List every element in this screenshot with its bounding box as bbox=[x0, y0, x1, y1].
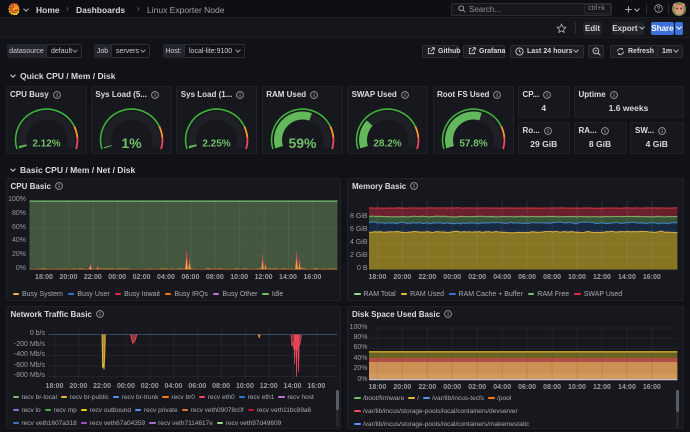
svg-text:59%: 59% bbox=[288, 135, 317, 151]
svg-text:57.8%: 57.8% bbox=[459, 139, 487, 150]
svg-text:28.2%: 28.2% bbox=[373, 139, 401, 150]
svg-text:2.12%: 2.12% bbox=[32, 139, 60, 150]
svg-text:1%: 1% bbox=[121, 135, 142, 151]
svg-text:2.25%: 2.25% bbox=[203, 139, 231, 150]
